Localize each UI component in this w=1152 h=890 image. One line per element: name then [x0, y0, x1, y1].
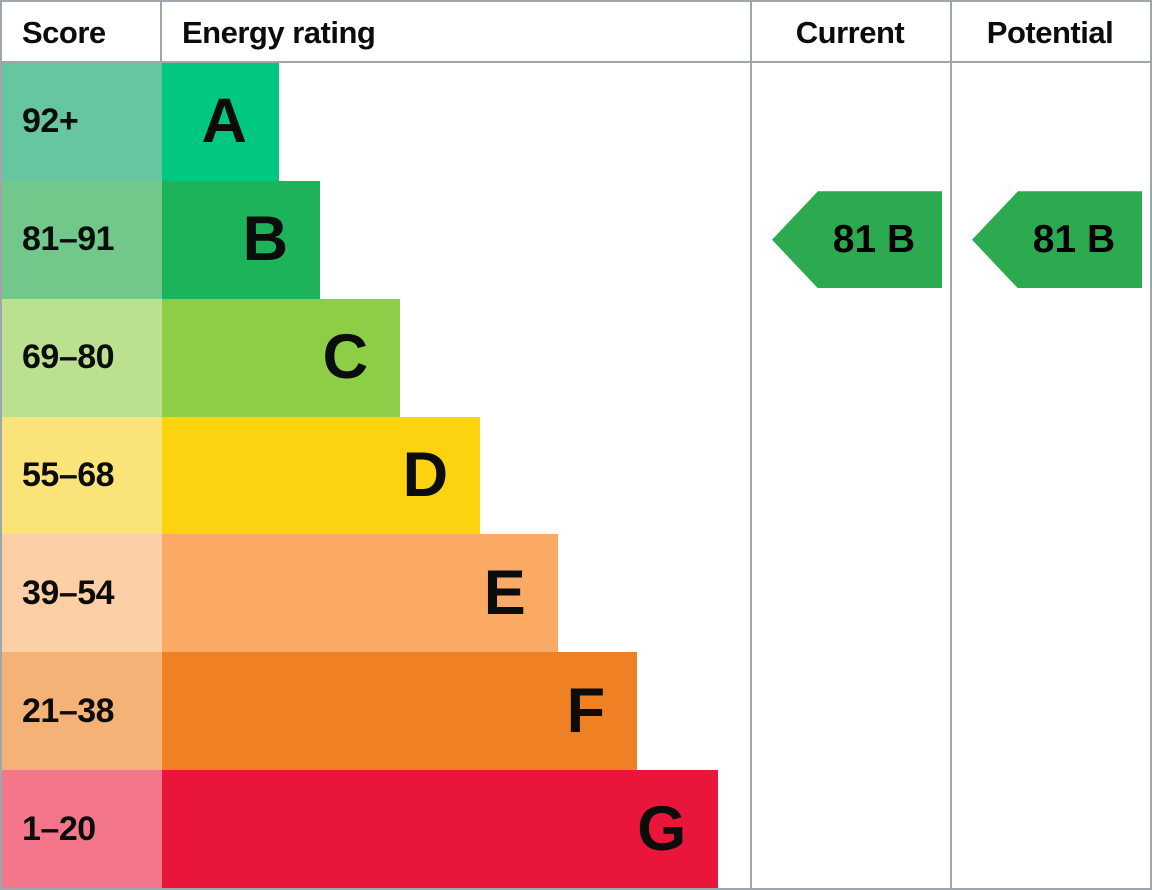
epc-body: 92+ A 81–91 B 81 B 81 B 69–80 C — [2, 63, 1150, 888]
bar-cell: G — [162, 770, 750, 888]
bar-cell: B — [162, 180, 750, 299]
band-row: 92+ A — [2, 63, 1150, 181]
bar-cell: F — [162, 652, 750, 771]
score-range-cell: 69–80 — [2, 298, 162, 417]
band-row: 69–80 C — [2, 298, 1150, 417]
header-score: Score — [2, 2, 162, 63]
arrow-label: 81 B — [1032, 217, 1116, 261]
band-row: 1–20 G — [2, 770, 1150, 888]
score-range-label: 92+ — [22, 102, 79, 141]
score-range-label: 55–68 — [22, 456, 115, 494]
header-energy-rating: Energy rating — [182, 14, 376, 50]
rating-bar: E — [162, 534, 558, 653]
band-letter: D — [402, 440, 449, 510]
bar-cell: C — [162, 298, 750, 417]
score-range-cell: 1–20 — [2, 770, 162, 888]
potential-rating-arrow: 81 B — [972, 191, 1142, 289]
rating-bar: C — [162, 298, 401, 417]
score-range-label: 21–38 — [22, 691, 115, 730]
potential-cell — [950, 652, 1150, 770]
header-row: Score Energy rating Current Potential — [2, 2, 1150, 63]
score-range-label: 39–54 — [22, 573, 115, 612]
header-current: Current — [795, 14, 905, 50]
score-range-cell: 55–68 — [2, 416, 162, 535]
score-range-label: 1–20 — [22, 809, 96, 848]
current-cell — [750, 534, 950, 652]
rating-bar: D — [162, 416, 481, 535]
potential-cell: 81 B — [950, 181, 1150, 299]
bar-cell: A — [162, 63, 750, 181]
rating-bar: A — [162, 63, 279, 181]
potential-column-divider — [950, 2, 952, 888]
rating-bar: F — [162, 652, 638, 771]
band-letter: F — [566, 675, 606, 746]
potential-cell — [950, 770, 1150, 888]
bar-cell: E — [162, 534, 750, 653]
potential-cell — [950, 299, 1150, 417]
potential-cell — [950, 534, 1150, 652]
score-range-cell: 92+ — [2, 63, 162, 181]
score-range-cell: 81–91 — [2, 180, 162, 299]
current-cell — [750, 770, 950, 888]
current-cell — [750, 652, 950, 770]
potential-cell — [950, 417, 1150, 535]
score-range-cell: 39–54 — [2, 534, 162, 653]
band-row: 21–38 F — [2, 652, 1150, 771]
band-letter: G — [637, 793, 687, 864]
band-row: 39–54 E — [2, 534, 1150, 653]
rating-bar: B — [162, 180, 321, 299]
band-row: 81–91 B 81 B 81 B — [2, 180, 1150, 299]
band-letter: E — [483, 557, 526, 628]
arrow-label: 81 B — [832, 217, 916, 261]
band-row: 55–68 D — [2, 416, 1150, 535]
current-column-divider — [750, 2, 752, 888]
bar-cell: D — [162, 416, 750, 535]
band-letter: C — [322, 322, 369, 393]
potential-cell — [950, 63, 1150, 181]
current-cell: 81 B — [750, 181, 950, 299]
current-rating-arrow: 81 B — [772, 191, 942, 289]
score-range-label: 69–80 — [22, 338, 115, 377]
band-letter: A — [201, 86, 248, 157]
current-cell — [750, 299, 950, 417]
current-cell — [750, 63, 950, 181]
score-range-label: 81–91 — [22, 220, 115, 259]
rating-bar: G — [162, 770, 719, 888]
score-range-cell: 21–38 — [2, 652, 162, 771]
header-potential: Potential — [986, 14, 1114, 50]
band-letter: B — [242, 204, 289, 275]
current-cell — [750, 417, 950, 535]
